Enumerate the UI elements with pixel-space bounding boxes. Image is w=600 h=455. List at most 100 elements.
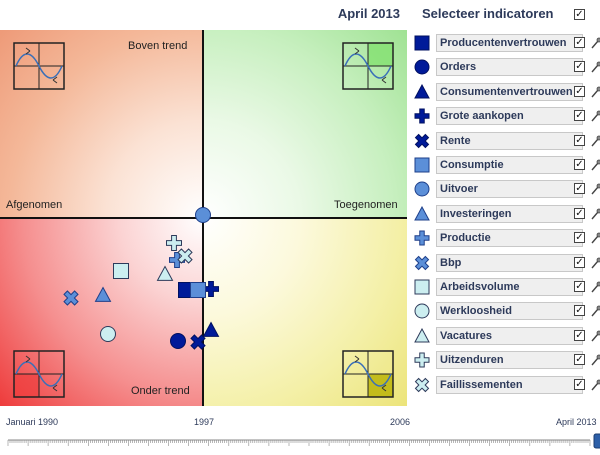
- square-icon: [414, 157, 430, 173]
- indicator-label: Consumptie: [436, 156, 583, 174]
- label-below-trend: Onder trend: [131, 385, 190, 397]
- indicator-row-vacatures[interactable]: Vacatures ✓: [412, 326, 600, 346]
- indicator-checkbox[interactable]: ✓: [574, 37, 585, 48]
- cross-icon: [414, 255, 430, 270]
- trail-toggle-icon[interactable]: [590, 256, 600, 270]
- indicator-checkbox[interactable]: ✓: [574, 183, 585, 195]
- trail-toggle-icon[interactable]: [590, 182, 600, 196]
- circle-icon: [414, 181, 430, 197]
- indicator-row-arbeidsvolume[interactable]: Arbeidsvolume ✓: [412, 277, 600, 297]
- trail-toggle-icon[interactable]: [590, 280, 600, 294]
- indicator-panel-title: Selecteer indicatoren: [422, 6, 554, 21]
- indicator-label: Producentenvertrouwen: [436, 34, 583, 52]
- indicator-label: Investeringen: [436, 204, 583, 223]
- marker-rente[interactable]: [190, 334, 206, 350]
- indicator-label: Vacatures: [436, 326, 583, 345]
- indicator-checkbox[interactable]: ✓: [574, 134, 585, 146]
- indicator-checkbox[interactable]: ✓: [574, 354, 585, 366]
- cycle-phase-icon-bottom-right: [342, 350, 394, 398]
- plus-icon: [414, 108, 430, 124]
- indicator-checkbox[interactable]: ✓: [574, 61, 585, 73]
- indicator-checkbox[interactable]: ✓: [574, 232, 585, 244]
- indicator-label: Orders: [436, 58, 583, 77]
- timeline-handle[interactable]: [593, 433, 600, 449]
- trail-toggle-icon[interactable]: [590, 231, 600, 245]
- trail-toggle-icon[interactable]: [590, 378, 600, 392]
- marker-consumptie[interactable]: [190, 282, 206, 298]
- marker-investeringen[interactable]: [94, 286, 112, 302]
- trail-toggle-icon[interactable]: [590, 207, 600, 221]
- marker-orders[interactable]: [170, 333, 186, 349]
- marker-vacatures[interactable]: [156, 265, 174, 281]
- triangle-icon: [414, 83, 430, 99]
- indicator-row-rente[interactable]: Rente ✓: [412, 131, 600, 151]
- label-increased: Toegenomen: [334, 199, 398, 211]
- trail-toggle-icon[interactable]: [590, 60, 600, 74]
- marker-arbeidsvolume[interactable]: [113, 263, 129, 279]
- label-decreased: Afgenomen: [6, 199, 63, 211]
- trail-toggle-icon[interactable]: [590, 329, 600, 343]
- timeline-slider[interactable]: [0, 430, 600, 450]
- trail-toggle-icon[interactable]: [590, 158, 600, 172]
- indicator-row-investeringen[interactable]: Investeringen ✓: [412, 204, 600, 224]
- label-above-trend: Boven trend: [128, 40, 188, 52]
- indicator-row-grote aankopen[interactable]: Grote aankopen ✓: [412, 106, 600, 126]
- timeline-label-2006: 2006: [390, 417, 411, 427]
- cycle-phase-icon-bottom-left: [13, 350, 65, 398]
- marker-werkloosheid[interactable]: [100, 326, 116, 342]
- indicator-label: Faillissementen: [436, 375, 583, 394]
- trail-toggle-icon[interactable]: [590, 85, 600, 99]
- indicator-row-consumptie[interactable]: Consumptie ✓: [412, 155, 600, 175]
- timeline-label-start: Januari 1990: [6, 417, 59, 427]
- indicator-row-producentenvertrouwen[interactable]: Producentenvertrouwen ✓: [412, 33, 600, 53]
- marker-consumentenvertrouwen[interactable]: [202, 321, 220, 337]
- cycle-phase-icon-top-right: [342, 42, 394, 90]
- trail-toggle-icon[interactable]: [590, 109, 600, 123]
- indicator-label: Productie: [436, 229, 583, 248]
- trail-toggle-icon[interactable]: [590, 36, 600, 50]
- indicator-checkbox[interactable]: ✓: [574, 85, 585, 97]
- trail-toggle-icon[interactable]: [590, 353, 600, 367]
- indicator-label: Uitzenduren: [436, 351, 583, 370]
- trail-toggle-icon[interactable]: [590, 134, 600, 148]
- circle-icon: [414, 303, 430, 319]
- indicator-checkbox[interactable]: ✓: [574, 159, 585, 170]
- indicator-checkbox[interactable]: ✓: [574, 110, 585, 122]
- timeline-label-1997: 1997: [194, 417, 215, 427]
- square-icon: [414, 35, 430, 51]
- indicator-checkbox[interactable]: ✓: [574, 256, 585, 268]
- indicator-markers: [63, 207, 220, 350]
- circle-icon: [414, 59, 430, 75]
- indicator-checkbox[interactable]: ✓: [574, 378, 585, 390]
- indicator-checkbox[interactable]: ✓: [574, 281, 585, 292]
- indicator-row-bbp[interactable]: Bbp ✓: [412, 253, 600, 273]
- trail-toggle-icon[interactable]: [590, 304, 600, 318]
- indicator-row-orders[interactable]: Orders ✓: [412, 57, 600, 77]
- indicator-row-consumentenvertrouwen[interactable]: Consumentenvertrouwen ✓: [412, 82, 600, 102]
- plus-icon: [414, 230, 430, 246]
- indicator-row-werkloosheid[interactable]: Werkloosheid ✓: [412, 301, 600, 321]
- select-all-checkbox[interactable]: ✓: [574, 9, 585, 20]
- marker-uitzenduren[interactable]: [166, 235, 182, 251]
- marker-faillissementen[interactable]: [177, 248, 193, 264]
- square-icon: [414, 279, 430, 295]
- triangle-icon: [414, 327, 430, 343]
- indicator-row-uitzenduren[interactable]: Uitzenduren ✓: [412, 350, 600, 370]
- indicator-label: Consumentenvertrouwen: [436, 82, 583, 101]
- indicator-row-productie[interactable]: Productie ✓: [412, 228, 600, 248]
- marker-bbp[interactable]: [63, 290, 79, 306]
- current-date-title: April 2013: [337, 6, 400, 21]
- indicator-label: Arbeidsvolume: [436, 278, 583, 296]
- timeline-label-end: April 2013: [556, 417, 597, 427]
- marker-uitvoer[interactable]: [195, 207, 211, 223]
- indicator-checkbox[interactable]: ✓: [574, 329, 585, 341]
- indicator-label: Grote aankopen: [436, 107, 583, 126]
- cross-icon: [414, 377, 430, 392]
- indicator-row-faillissementen[interactable]: Faillissementen ✓: [412, 375, 600, 395]
- business-cycle-chart: Boven trend Onder trend Afgenomen Toegen…: [0, 30, 407, 406]
- indicator-label: Rente: [436, 131, 583, 150]
- plus-icon: [414, 352, 430, 368]
- indicator-checkbox[interactable]: ✓: [574, 305, 585, 317]
- indicator-row-uitvoer[interactable]: Uitvoer ✓: [412, 179, 600, 199]
- indicator-checkbox[interactable]: ✓: [574, 207, 585, 219]
